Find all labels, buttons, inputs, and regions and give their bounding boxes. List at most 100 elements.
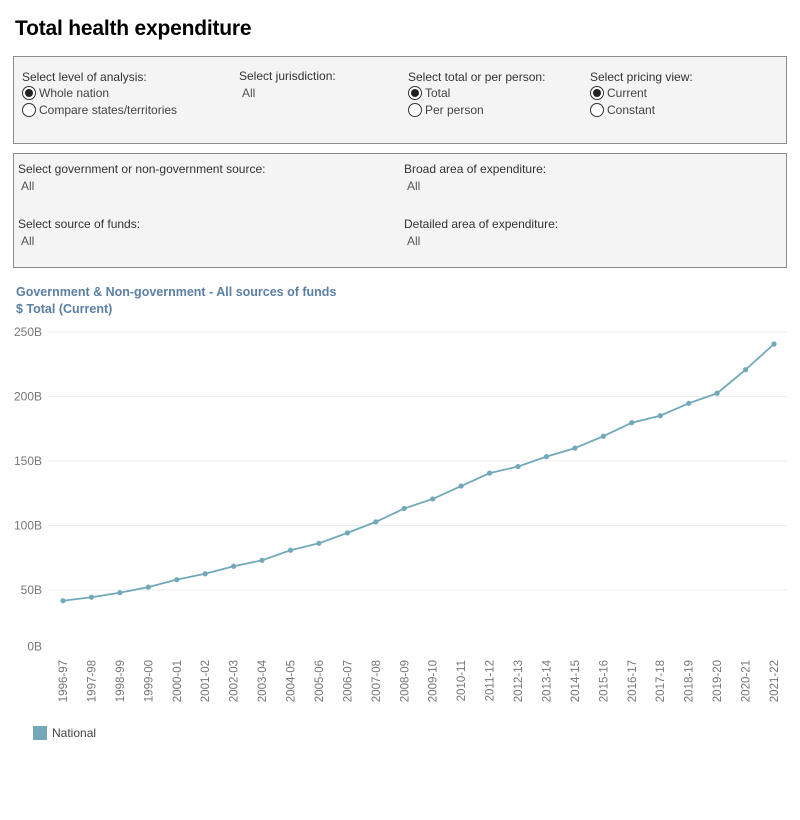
data-point bbox=[174, 577, 180, 583]
radio-label: Per person bbox=[425, 102, 484, 117]
data-point bbox=[401, 505, 407, 512]
x-tick-label: 2020-21 bbox=[741, 660, 753, 702]
gov-source-value[interactable]: All bbox=[21, 179, 35, 193]
data-point bbox=[458, 483, 464, 489]
radio-per-person[interactable]: Per person bbox=[408, 101, 545, 118]
y-tick-label: 150B bbox=[14, 454, 42, 468]
x-tick-label: 2003-04 bbox=[257, 659, 269, 702]
x-tick-label: 1996-97 bbox=[58, 660, 70, 702]
x-tick-label: 2004-05 bbox=[286, 660, 298, 702]
x-tick-label: 2014-15 bbox=[570, 660, 582, 702]
expenditure-filters-panel: Select government or non-government sour… bbox=[13, 153, 787, 268]
gov-source-filter[interactable]: Select government or non-government sour… bbox=[18, 162, 265, 193]
x-tick-label: 2013-14 bbox=[541, 659, 553, 702]
x-tick-label: 2019-20 bbox=[712, 660, 724, 702]
x-tick-label: 2021-22 bbox=[769, 660, 781, 702]
y-tick-label: 200B bbox=[14, 390, 42, 404]
legend-label: National bbox=[52, 726, 97, 740]
x-tick-label: 2005-06 bbox=[314, 660, 326, 702]
radio-unselected-icon[interactable] bbox=[22, 102, 36, 117]
data-point bbox=[430, 496, 436, 502]
radio-label: Compare states/territories bbox=[39, 102, 178, 117]
data-point bbox=[543, 454, 550, 460]
radio-label: Current bbox=[607, 85, 648, 100]
pricing-view-label: Select pricing view: bbox=[590, 70, 693, 84]
level-of-analysis-label: Select level of analysis: bbox=[22, 70, 147, 84]
jurisdiction-control[interactable]: Select jurisdiction: All bbox=[239, 69, 336, 100]
y-tick-label: 50B bbox=[21, 583, 42, 597]
source-of-funds-filter[interactable]: Select source of funds: All bbox=[18, 217, 140, 248]
x-tick-label: 2008-09 bbox=[399, 660, 411, 702]
radio-label: Total bbox=[425, 85, 451, 100]
radio-unselected-icon[interactable] bbox=[408, 102, 422, 117]
radio-label: Whole nation bbox=[39, 85, 110, 100]
x-tick-label: 2018-19 bbox=[684, 660, 696, 702]
x-tick-label: 2009-10 bbox=[428, 660, 440, 702]
data-point bbox=[487, 470, 493, 476]
broad-area-label: Broad area of expenditure: bbox=[404, 162, 547, 176]
x-tick-label: 2015-16 bbox=[598, 660, 610, 702]
line-chart: 0B 50B 100B 150B 200B 250B 1996-97 1997-98 1998-… bbox=[14, 325, 787, 702]
radio-selected-icon[interactable] bbox=[590, 85, 604, 100]
source-of-funds-label: Select source of funds: bbox=[18, 217, 141, 231]
data-point bbox=[117, 590, 123, 596]
data-point bbox=[771, 341, 777, 347]
x-tick-label: 1998-99 bbox=[115, 660, 127, 702]
data-point bbox=[629, 420, 635, 426]
data-point bbox=[202, 571, 208, 577]
legend: National bbox=[33, 726, 96, 740]
total-or-per-person-control: Select total or per person: Total Per pe… bbox=[408, 70, 545, 118]
data-point bbox=[60, 598, 66, 604]
analysis-options-panel: Select level of analysis: Whole nation C… bbox=[13, 56, 787, 144]
x-tick-label: 2007-08 bbox=[371, 660, 383, 702]
data-point bbox=[742, 367, 749, 373]
radio-compare-states[interactable]: Compare states/territories bbox=[22, 101, 177, 118]
data-point bbox=[231, 563, 237, 569]
data-point bbox=[373, 519, 379, 525]
legend-swatch[interactable] bbox=[33, 726, 47, 740]
total-or-per-person-label: Select total or per person: bbox=[408, 70, 546, 84]
radio-constant[interactable]: Constant bbox=[590, 101, 693, 118]
pricing-view-control: Select pricing view: Current Constant bbox=[590, 70, 693, 118]
data-point bbox=[686, 400, 692, 406]
page-title: Total health expenditure bbox=[15, 17, 252, 40]
y-tick-label: 100B bbox=[14, 519, 42, 533]
data-point bbox=[657, 413, 663, 419]
broad-area-filter[interactable]: Broad area of expenditure: All bbox=[404, 162, 546, 193]
x-tick-label: 2002-03 bbox=[229, 660, 241, 702]
jurisdiction-value[interactable]: All bbox=[242, 86, 256, 100]
data-point bbox=[600, 433, 606, 439]
data-point bbox=[572, 445, 578, 451]
radio-whole-nation[interactable]: Whole nation bbox=[22, 84, 177, 101]
data-point bbox=[145, 584, 151, 590]
source-of-funds-value[interactable]: All bbox=[21, 234, 35, 248]
radio-label: Constant bbox=[607, 102, 656, 117]
x-tick-label: 1999-00 bbox=[143, 660, 155, 702]
x-tick-label: 2000-01 bbox=[172, 660, 184, 702]
x-tick-label: 2017-18 bbox=[655, 660, 667, 702]
detailed-area-filter[interactable]: Detailed area of expenditure: All bbox=[404, 217, 558, 248]
broad-area-value[interactable]: All bbox=[407, 179, 421, 193]
chart-title: Government & Non-government - All source… bbox=[16, 285, 337, 299]
detailed-area-label: Detailed area of expenditure: bbox=[404, 217, 559, 231]
radio-total[interactable]: Total bbox=[408, 84, 545, 101]
radio-selected-icon[interactable] bbox=[22, 85, 36, 100]
x-tick-label: 1997-98 bbox=[86, 660, 98, 702]
data-point bbox=[259, 557, 265, 563]
x-tick-label: 2012-13 bbox=[513, 660, 525, 702]
data-point bbox=[88, 594, 95, 600]
jurisdiction-label: Select jurisdiction: bbox=[239, 69, 336, 83]
gov-source-label: Select government or non-government sour… bbox=[18, 162, 266, 176]
level-of-analysis-control: Select level of analysis: Whole nation C… bbox=[22, 70, 177, 118]
data-point bbox=[287, 547, 294, 553]
y-tick-label: 0B bbox=[27, 640, 42, 654]
detailed-area-value[interactable]: All bbox=[407, 234, 421, 248]
x-tick-label: 2011-12 bbox=[485, 660, 497, 701]
x-tick-label: 2006-07 bbox=[342, 660, 354, 702]
data-point bbox=[714, 390, 720, 396]
radio-selected-icon[interactable] bbox=[408, 85, 422, 100]
x-tick-label: 2010-11 bbox=[456, 660, 468, 701]
radio-current[interactable]: Current bbox=[590, 84, 693, 101]
data-point bbox=[344, 530, 350, 536]
radio-unselected-icon[interactable] bbox=[590, 102, 604, 117]
